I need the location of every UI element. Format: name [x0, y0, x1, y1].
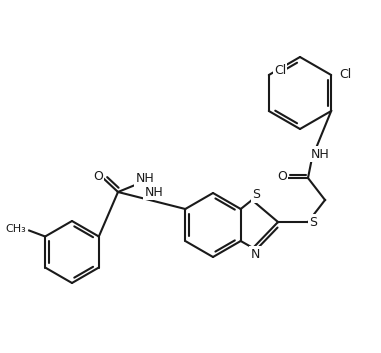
- Text: O: O: [93, 169, 103, 183]
- Text: NH: NH: [311, 148, 330, 161]
- Text: S: S: [252, 189, 260, 202]
- Text: CH₃: CH₃: [5, 223, 26, 233]
- Text: NH: NH: [144, 186, 163, 199]
- Text: Cl: Cl: [274, 64, 286, 77]
- Text: S: S: [309, 215, 317, 228]
- Text: NH: NH: [136, 173, 154, 185]
- Text: O: O: [277, 170, 287, 184]
- Text: N: N: [250, 247, 260, 261]
- Text: Cl: Cl: [339, 68, 351, 82]
